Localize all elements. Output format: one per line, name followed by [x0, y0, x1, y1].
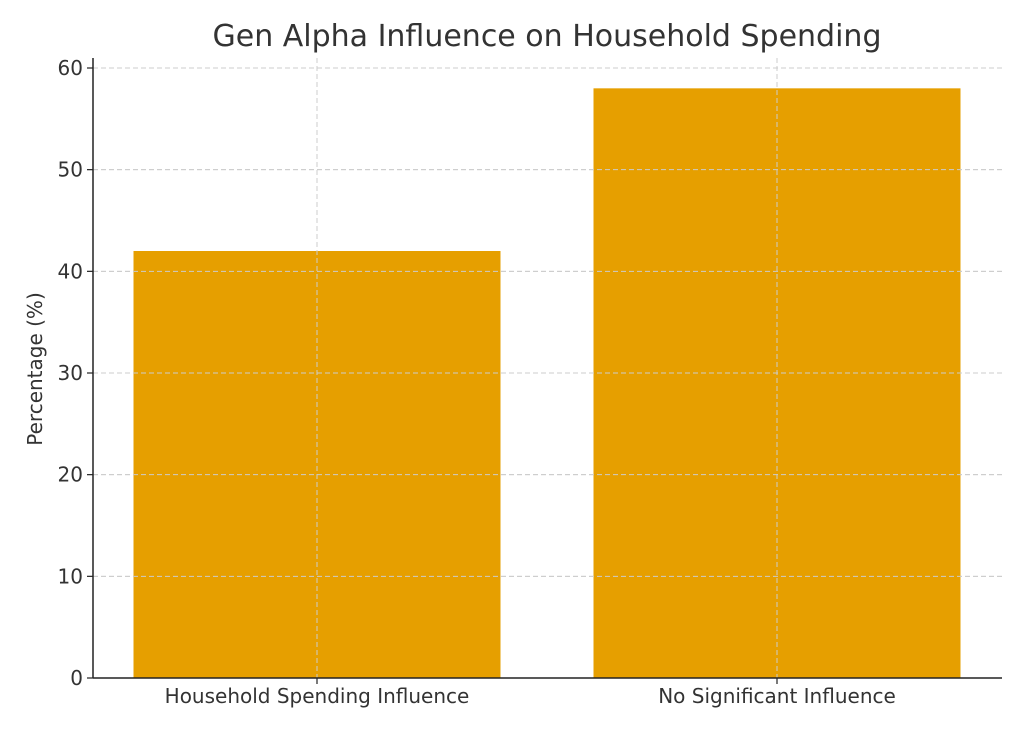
y-tick-label: 30 — [58, 361, 83, 385]
y-tick-label: 50 — [58, 158, 83, 182]
y-tick-label: 60 — [58, 56, 83, 80]
axes — [87, 58, 1002, 684]
bars — [93, 58, 1002, 679]
chart-title: Gen Alpha Influence on Household Spendin… — [212, 19, 881, 54]
y-axis-label: Percentage (%) — [23, 292, 47, 445]
x-tick-label: No Significant Influence — [658, 684, 896, 708]
tick-labels: 0 10 20 30 40 50 60 Household Spending Influenc… — [58, 56, 896, 708]
x-tick-label: Household Spending Influence — [165, 684, 470, 708]
y-tick-label: 20 — [58, 463, 83, 487]
y-tick-label: 0 — [70, 666, 83, 690]
y-tick-label: 10 — [58, 564, 83, 588]
y-tick-label: 40 — [58, 259, 83, 283]
